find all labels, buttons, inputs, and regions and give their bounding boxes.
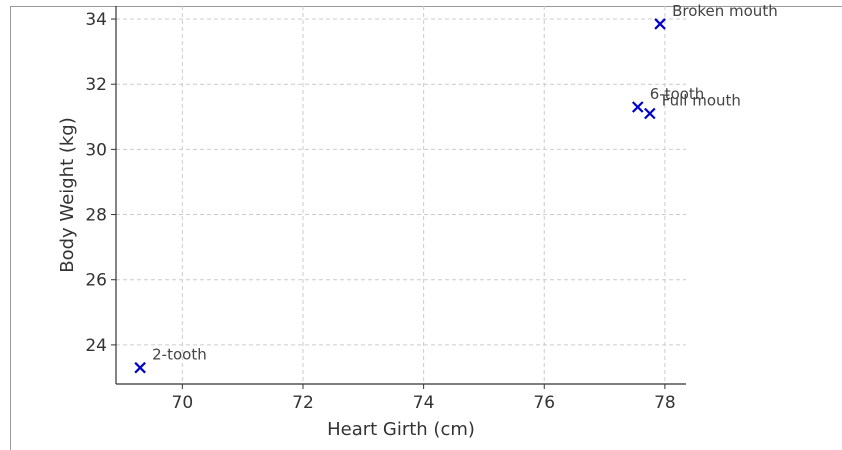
x-axis-label: Heart Girth (cm): [327, 419, 475, 440]
x-tick-label: 78: [654, 393, 676, 413]
x-tick-label: 76: [533, 393, 555, 413]
tick-labels: 70 72 74 76 78 24 26 28 30 32 34: [85, 10, 675, 413]
y-tick-label: 34: [85, 10, 107, 30]
x-tick-label: 74: [413, 393, 435, 413]
grid-lines: [116, 6, 686, 384]
y-tick-label: 32: [85, 75, 107, 95]
y-tick-label: 26: [85, 271, 107, 291]
marker-stroke: [644, 107, 656, 120]
image-left-border: [10, 6, 11, 450]
data-point: [134, 361, 146, 374]
y-axis-label: Body Weight (kg): [57, 117, 78, 273]
point-label: 2-tooth: [152, 346, 207, 364]
data-point: [631, 101, 644, 113]
point-label: 6-tooth: [650, 85, 705, 103]
axes: [111, 6, 686, 389]
y-tick-label: 24: [85, 336, 107, 356]
marker-stroke: [134, 361, 146, 374]
data-point: [654, 18, 666, 30]
x-tick-label: 72: [292, 393, 314, 413]
point-label: Broken mouth: [672, 2, 778, 20]
y-tick-label: 28: [85, 206, 107, 226]
x-tick-label: 70: [172, 393, 194, 413]
marker-stroke: [631, 101, 644, 113]
image-top-border: [10, 6, 842, 7]
marker-stroke: [654, 18, 666, 30]
data-points: [134, 18, 666, 374]
y-tick-label: 30: [85, 140, 107, 160]
data-point: [644, 107, 656, 120]
point-label: Full mouth: [662, 92, 741, 110]
